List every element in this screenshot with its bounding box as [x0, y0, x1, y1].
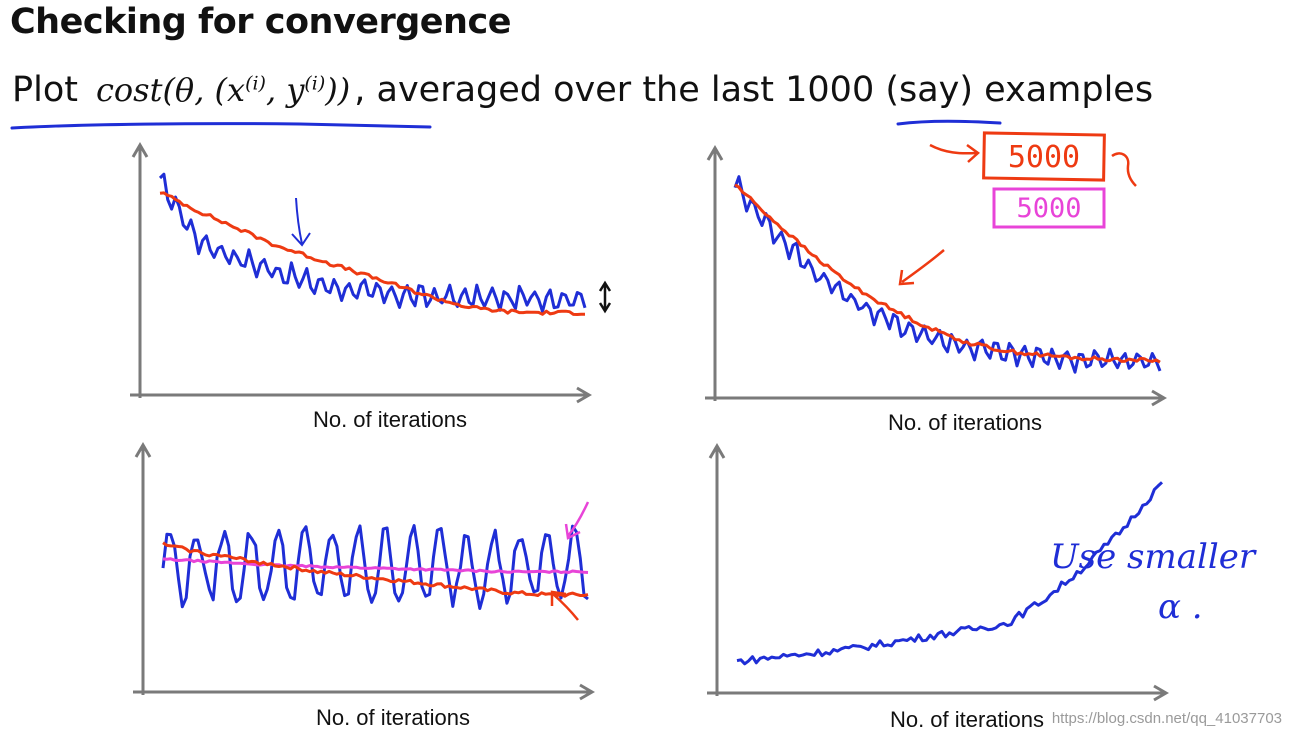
red-arrow-icon	[898, 249, 945, 286]
series-line-blue	[161, 524, 589, 610]
x-axis-label: No. of iterations	[313, 407, 467, 432]
cost-args-after: ))	[325, 71, 351, 109]
series-line-red	[159, 191, 586, 316]
y-axis	[708, 443, 726, 696]
red-up-arrow-icon	[550, 590, 579, 621]
x-axis-label: No. of iterations	[890, 707, 1044, 732]
double-arrow-icon	[598, 280, 612, 314]
plot-word: Plot	[12, 70, 78, 110]
y-axis	[706, 145, 724, 401]
subtitle-end: (say) examples	[874, 70, 1154, 110]
series-line-blue	[733, 175, 1162, 374]
panel-top-right: No. of iterations	[705, 145, 1167, 435]
example-count: 1000	[785, 70, 875, 110]
x-axis	[130, 386, 592, 404]
x-axis	[133, 683, 595, 701]
series-line-blue	[736, 481, 1164, 666]
series-line-red	[734, 183, 1161, 364]
watermark: https://blog.csdn.net/qq_41037703	[1051, 710, 1282, 727]
x-axis	[705, 389, 1167, 407]
arrow-to-box-icon	[929, 143, 980, 163]
number-underline	[896, 119, 1002, 126]
y-axis	[134, 442, 152, 695]
red-hook-icon	[1111, 152, 1137, 187]
red-box	[982, 131, 1106, 182]
slide-title: Checking for convergence	[10, 2, 511, 42]
subtitle-rest: , averaged over the last	[354, 70, 786, 110]
panel-bottom-left: No. of iterations	[133, 442, 595, 730]
y-axis	[131, 142, 149, 398]
x-axis-label: No. of iterations	[888, 410, 1042, 435]
x-axis-label: No. of iterations	[316, 705, 470, 730]
formula-underline	[10, 122, 432, 130]
note-line1: Use smaller	[1050, 537, 1257, 577]
cost-func: cost	[95, 71, 163, 109]
pink-box-text: 5000	[1016, 193, 1081, 224]
series-line-red	[162, 541, 589, 598]
cost-args-before: (θ, (x	[162, 71, 246, 109]
pink-box	[992, 187, 1106, 229]
cost-args-mid: , y	[265, 71, 305, 109]
series-line-blue	[158, 172, 587, 313]
superscript-i2: (i)	[304, 72, 326, 95]
x-axis	[707, 684, 1169, 702]
annotations-group: 5000 5000 Use smaller α .	[10, 119, 1257, 627]
series-line-pink	[162, 557, 589, 574]
panel-bottom-right: No. of iterations	[707, 443, 1169, 732]
red-box-text: 5000	[1008, 140, 1080, 175]
slide-subtitle: Plot cost(θ, (x(i), y(i))), averaged over…	[12, 70, 1153, 110]
pink-arrow-icon	[564, 501, 590, 540]
panels-group: No. of iterations No. of iterations No. of…	[130, 142, 1169, 732]
down-arrow-icon	[291, 197, 311, 247]
cost-formula: cost(θ, (x(i), y(i)))	[96, 71, 350, 109]
superscript-i1: (i)	[245, 72, 266, 95]
panel-top-left: No. of iterations	[130, 142, 592, 432]
note-line2: α .	[1158, 587, 1203, 627]
